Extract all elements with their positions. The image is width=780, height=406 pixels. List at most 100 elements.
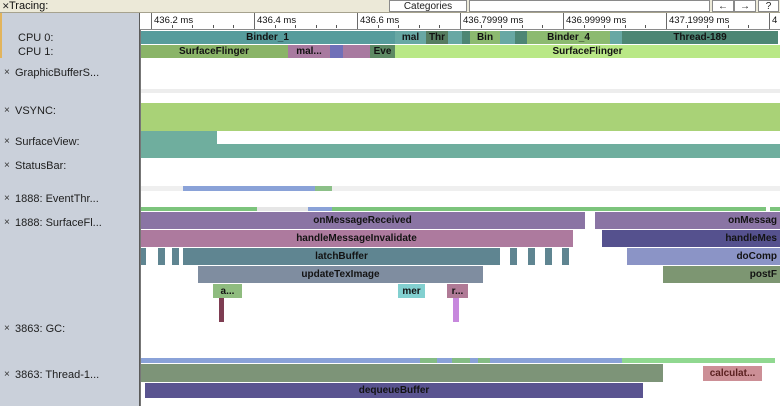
- ruler-minor-tick: [233, 25, 235, 28]
- cpu0-thread-189[interactable]: Thread-189: [622, 31, 778, 44]
- close-track-icon[interactable]: ×: [4, 160, 10, 171]
- thread1-thin-slice[interactable]: [452, 358, 470, 363]
- thread1-thin-slice[interactable]: [478, 358, 490, 363]
- time-ruler[interactable]: 436.2 ms 436.4 ms 436.6 ms 436.79999 ms 436.…: [140, 13, 780, 30]
- cpu0-slice[interactable]: [500, 31, 515, 44]
- ruler-minor-tick: [171, 25, 173, 28]
- cpu0-binder-4[interactable]: Binder_4: [527, 31, 610, 44]
- sf-r-slice[interactable]: r...: [447, 284, 468, 298]
- close-track-icon[interactable]: ×: [4, 105, 10, 116]
- thread1-dequeuebuffer[interactable]: dequeueBuffer: [145, 383, 643, 398]
- sf-latch-tick[interactable]: [172, 248, 179, 265]
- sf-latch-tick[interactable]: [562, 248, 569, 265]
- ruler-minor-tick: [542, 25, 544, 28]
- cpu0-slice[interactable]: [610, 31, 622, 44]
- ruler-minor-tick: [336, 25, 338, 28]
- cpu0-slice[interactable]: [448, 31, 462, 44]
- vsync-slice[interactable]: [140, 103, 780, 131]
- ruler-major-tick: [357, 13, 358, 29]
- sidebar-item: × StatusBar:: [0, 159, 138, 173]
- close-track-icon[interactable]: ×: [4, 369, 10, 380]
- sf-handlemessage-2[interactable]: handleMes: [602, 230, 780, 247]
- sidebar-item: × SurfaceView:: [0, 135, 138, 149]
- ruler-minor-tick: [501, 25, 503, 28]
- ruler-minor-tick: [418, 25, 420, 28]
- cpu1-surfaceflinger[interactable]: SurfaceFlinger: [140, 45, 288, 58]
- sidebar-item-label: SurfaceView:: [15, 136, 80, 148]
- ruler-major-tick: [769, 13, 770, 29]
- ruler-minor-tick: [295, 25, 297, 28]
- sf-thin-slice[interactable]: [140, 207, 257, 211]
- sf-postf[interactable]: postF: [663, 266, 780, 283]
- categories-button[interactable]: Categories: [389, 0, 467, 12]
- thread1-thin-slice[interactable]: [622, 358, 775, 363]
- cpu0-slice[interactable]: [515, 31, 527, 44]
- close-track-icon[interactable]: ×: [4, 67, 10, 78]
- close-track-icon[interactable]: ×: [4, 323, 10, 334]
- sf-latch-tick[interactable]: [545, 248, 552, 265]
- cpu0-thr[interactable]: Thr: [426, 31, 448, 44]
- cpu0-mal[interactable]: mal: [395, 31, 426, 44]
- sf-thin-slice[interactable]: [257, 207, 308, 211]
- ruler-minor-tick: [192, 25, 194, 28]
- nav-left-button[interactable]: ←: [712, 0, 734, 12]
- sidebar-item-label: 3863: Thread-1...: [15, 369, 100, 381]
- cpu1-slice[interactable]: [330, 45, 343, 58]
- thread1-main-slice[interactable]: [140, 364, 663, 382]
- surfaceview-slice[interactable]: [140, 144, 780, 158]
- filter-input[interactable]: [469, 0, 710, 12]
- sf-onmessagereceived[interactable]: onMessageReceived: [140, 212, 585, 229]
- thread1-thin-slice[interactable]: [140, 358, 420, 363]
- ruler-tick-label: 436.79999 ms: [463, 15, 524, 26]
- ruler-minor-tick: [686, 25, 688, 28]
- ruler-major-tick: [460, 13, 461, 29]
- help-button[interactable]: ?: [758, 0, 779, 12]
- sidebar-item: CPU 1:: [0, 45, 138, 59]
- ruler-minor-tick: [480, 25, 482, 28]
- cpu1-eve[interactable]: Eve: [370, 45, 395, 58]
- sidebar-item: × VSYNC:: [0, 104, 138, 118]
- cpu1-slice[interactable]: [343, 45, 370, 58]
- nav-right-button[interactable]: →: [734, 0, 756, 12]
- surfaceview-slice[interactable]: [140, 131, 217, 144]
- sf-latch-tick[interactable]: [141, 248, 146, 265]
- sf-thin-slice[interactable]: [770, 207, 780, 211]
- thread1-thin-slice[interactable]: [470, 358, 478, 363]
- sidebar-item: × GraphicBufferS...: [0, 66, 138, 80]
- sidebar-item-label: 1888: EventThr...: [15, 193, 99, 205]
- sf-onmessagereceived-2[interactable]: onMessag: [595, 212, 780, 229]
- sf-mer-slice[interactable]: mer: [398, 284, 425, 298]
- close-track-icon[interactable]: ×: [4, 217, 10, 228]
- sidebar-item: × 3863: Thread-1...: [0, 368, 138, 382]
- cpu1-mal[interactable]: mal...: [288, 45, 330, 58]
- thread1-thin-slice[interactable]: [490, 358, 622, 363]
- sf-a-slice[interactable]: a...: [213, 284, 242, 298]
- ruler-major-tick: [666, 13, 667, 29]
- cpu0-binder-1[interactable]: Binder_1: [140, 31, 395, 44]
- sf-thin-slice[interactable]: [308, 207, 332, 211]
- close-track-icon[interactable]: ×: [4, 136, 10, 147]
- sf-latchbuffer[interactable]: latchBuffer: [183, 248, 500, 265]
- sf-pin[interactable]: [219, 298, 224, 322]
- sf-latch-tick[interactable]: [158, 248, 165, 265]
- selection-accent-strip: [0, 13, 2, 58]
- eventthread-slice[interactable]: [315, 186, 332, 191]
- sf-handlemessageinvalidate[interactable]: handleMessageInvalidate: [140, 230, 573, 247]
- sf-latch-tick[interactable]: [510, 248, 517, 265]
- sf-pin[interactable]: [453, 298, 459, 322]
- sf-thin-slice[interactable]: [332, 207, 766, 211]
- sf-docomp[interactable]: doComp: [627, 248, 780, 265]
- close-track-icon[interactable]: ×: [4, 193, 10, 204]
- thread1-thin-slice[interactable]: [437, 358, 452, 363]
- sidebar-item-label: 1888: SurfaceFl...: [15, 217, 102, 229]
- cpu0-bin[interactable]: Bin: [470, 31, 500, 44]
- thread1-thin-slice[interactable]: [420, 358, 437, 363]
- cpu1-surfaceflinger-2[interactable]: SurfaceFlinger: [395, 45, 780, 58]
- sf-updatetehimage[interactable]: updateTexImage: [198, 266, 483, 283]
- thread1-calculate[interactable]: calculat...: [703, 366, 762, 381]
- sf-latch-tick[interactable]: [528, 248, 535, 265]
- ruler-tick-label: 436.4 ms: [257, 15, 297, 26]
- cpu0-slice[interactable]: [462, 31, 470, 44]
- eventthread-slice[interactable]: [183, 186, 315, 191]
